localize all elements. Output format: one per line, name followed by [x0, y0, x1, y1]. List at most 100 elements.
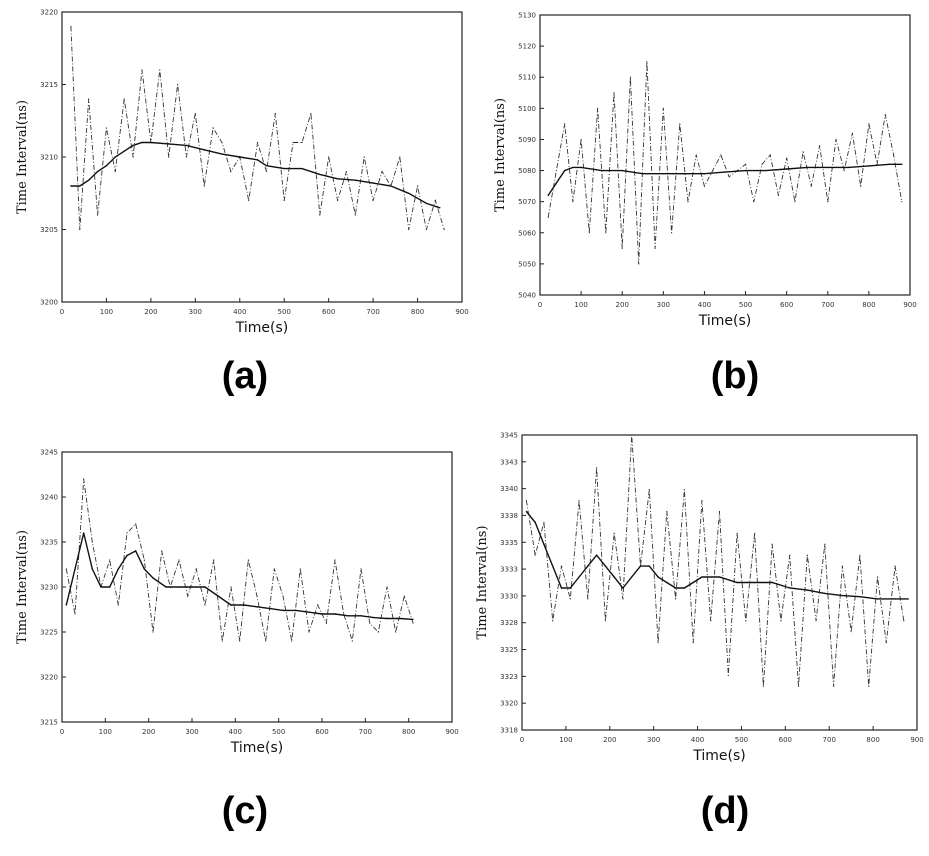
- raw-data-point: [204, 604, 206, 606]
- mean-data-point: [841, 594, 844, 597]
- raw-data-point: [395, 631, 397, 633]
- raw-series-line: [65, 478, 414, 642]
- raw-data-point: [646, 61, 648, 63]
- raw-data-point: [265, 640, 267, 642]
- raw-series-line: [525, 434, 905, 687]
- mean-data-point: [108, 586, 111, 588]
- raw-data-point: [310, 112, 312, 115]
- mean-data-point: [96, 170, 99, 173]
- mean-series-line: [547, 163, 902, 196]
- mean-data-point: [91, 568, 94, 570]
- raw-data-point: [328, 156, 330, 158]
- raw-data-point: [369, 622, 371, 624]
- raw-data-point: [572, 201, 574, 203]
- mean-data-point: [753, 581, 756, 584]
- raw-data-point: [152, 631, 154, 633]
- x-tick-label: 300: [657, 301, 670, 309]
- mean-data-point: [165, 586, 167, 588]
- raw-series-line: [70, 26, 445, 230]
- y-tick-label: 5070: [518, 198, 536, 206]
- raw-data-point: [360, 568, 362, 570]
- mean-data-point: [347, 615, 349, 617]
- x-tick-label: 100: [99, 728, 112, 736]
- raw-data-point: [273, 568, 275, 570]
- mean-data-point: [399, 617, 401, 620]
- raw-data-point: [239, 640, 241, 642]
- raw-data-point: [815, 620, 817, 622]
- x-tick-label: 400: [698, 301, 711, 309]
- raw-data-point: [345, 170, 348, 173]
- chart-panel-d: 0 100 200 300 400 500 600 700 800 900 3318 3320 3323…: [475, 432, 924, 765]
- raw-data-point: [547, 216, 549, 218]
- mean-data-point: [724, 171, 726, 173]
- raw-data-point: [555, 169, 558, 172]
- raw-data-point: [65, 568, 67, 570]
- mean-data-point: [217, 595, 219, 597]
- mean-data-point: [639, 565, 642, 567]
- raw-data-point: [178, 559, 180, 561]
- y-tick-label: 5130: [518, 12, 536, 20]
- raw-data-point: [604, 620, 606, 622]
- mean-data-point: [336, 178, 339, 180]
- raw-data-point: [835, 138, 837, 141]
- raw-data-point: [843, 169, 845, 172]
- y-tick-label: 3333: [500, 566, 518, 574]
- raw-data-point: [161, 550, 163, 552]
- mean-data-point: [256, 606, 258, 608]
- x-tick-label: 900: [455, 308, 468, 316]
- mean-data-point: [907, 598, 909, 600]
- x-tick-label: 300: [647, 736, 660, 744]
- x-tick-label: 300: [189, 308, 202, 316]
- raw-data-point: [317, 604, 319, 606]
- raw-data-point: [744, 163, 747, 165]
- mean-data-point: [321, 613, 323, 615]
- raw-data-point: [703, 185, 706, 187]
- mean-data-point: [642, 172, 644, 175]
- x-tick-label: 800: [411, 308, 424, 316]
- mean-data-point: [178, 586, 180, 588]
- mean-data-point: [683, 587, 686, 589]
- mean-data-point: [666, 581, 668, 584]
- raw-data-point: [868, 685, 870, 687]
- raw-data-point: [648, 489, 650, 491]
- mean-data-point: [65, 604, 68, 606]
- mean-data-point: [703, 172, 706, 175]
- y-axis-label: Time Interval(ns): [15, 100, 30, 214]
- x-axis-label: Time(s): [230, 740, 283, 756]
- x-tick-label: 0: [538, 301, 542, 309]
- raw-data-point: [212, 127, 214, 129]
- raw-data-point: [230, 170, 232, 173]
- raw-data-point: [596, 467, 598, 469]
- raw-data-point: [692, 641, 694, 644]
- x-tick-label: 200: [603, 736, 616, 744]
- mean-data-point: [143, 568, 146, 570]
- raw-data-point: [552, 620, 554, 622]
- panel-caption-d: (d): [700, 790, 750, 832]
- mean-data-point: [282, 609, 284, 612]
- raw-data-point: [754, 532, 756, 534]
- raw-data-point: [325, 622, 327, 624]
- mean-data-point: [901, 163, 903, 166]
- raw-data-point: [695, 154, 697, 156]
- raw-data-point: [408, 228, 410, 231]
- raw-data-point: [605, 232, 607, 234]
- mean-data-point: [82, 532, 85, 534]
- mean-data-point: [621, 169, 623, 172]
- mean-data-point: [587, 565, 589, 567]
- y-tick-label: 3245: [40, 449, 58, 457]
- mean-data-point: [683, 172, 685, 175]
- panel-caption-a: (a): [221, 355, 269, 397]
- x-tick-label: 500: [735, 736, 748, 744]
- mean-data-point: [662, 172, 665, 175]
- raw-data-point: [718, 510, 721, 513]
- raw-data-point: [416, 185, 419, 187]
- mean-data-point: [600, 169, 603, 172]
- mean-data-point: [563, 169, 566, 172]
- y-tick-label: 3215: [40, 719, 58, 727]
- y-tick-label: 5080: [518, 167, 536, 175]
- mean-data-point: [894, 598, 896, 600]
- panel-caption-c: (c): [221, 790, 269, 832]
- x-tick-label: 600: [322, 308, 335, 316]
- raw-data-point: [176, 83, 179, 86]
- y-tick-label: 3220: [40, 674, 58, 682]
